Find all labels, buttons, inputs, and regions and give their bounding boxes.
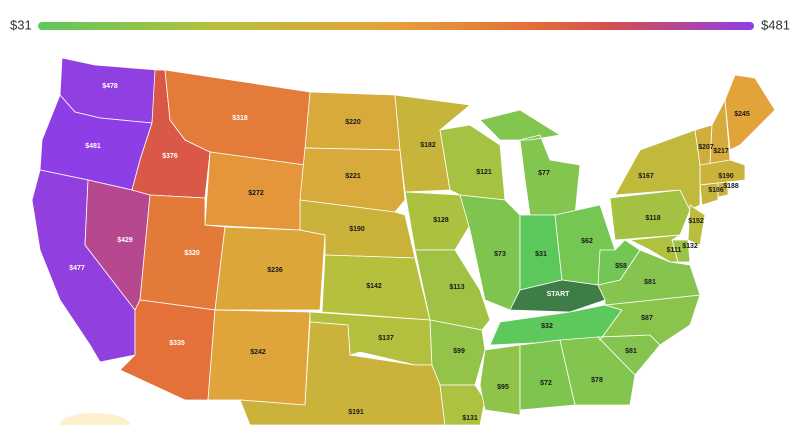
state-label: $320 — [184, 250, 200, 257]
state-label: $221 — [345, 173, 361, 180]
state-label: $77 — [538, 170, 550, 177]
state — [724, 74, 776, 151]
state-label: START — [547, 291, 571, 298]
state-label: $128 — [433, 217, 449, 224]
state — [597, 294, 701, 346]
state-label: $78 — [591, 377, 603, 384]
state — [699, 182, 719, 206]
state-label: $81 — [644, 279, 656, 286]
state-label: $113 — [449, 284, 464, 291]
state-label: $142 — [366, 283, 382, 290]
state-label: $182 — [420, 142, 436, 149]
state-label: $245 — [734, 111, 750, 118]
state-label: $95 — [497, 384, 509, 391]
state — [479, 344, 521, 416]
state-label: $481 — [85, 143, 101, 150]
state-label: $131 — [462, 415, 478, 422]
state — [214, 226, 326, 311]
mexico-hint — [60, 413, 130, 425]
state-label: $118 — [645, 215, 660, 222]
state — [479, 109, 581, 216]
state-label: $272 — [248, 190, 264, 197]
state-label: $152 — [688, 218, 704, 225]
state-label: $318 — [232, 115, 248, 122]
state-label: $236 — [267, 267, 283, 274]
state — [699, 159, 746, 186]
state — [299, 147, 406, 213]
legend-bar — [38, 22, 754, 30]
state-label: $121 — [476, 169, 492, 176]
state-label: $32 — [541, 323, 553, 330]
state-label: $478 — [102, 83, 118, 90]
state-label: $137 — [378, 335, 394, 342]
state-label: $376 — [162, 153, 178, 160]
state-label: $73 — [494, 251, 506, 258]
state-label: $191 — [348, 409, 364, 416]
state-label: $207 — [698, 144, 714, 151]
state — [404, 191, 471, 251]
state-label: $58 — [615, 263, 627, 270]
state — [439, 124, 506, 201]
state-label: $188 — [723, 183, 739, 190]
state-label: $99 — [453, 348, 465, 355]
state-label: $87 — [641, 315, 653, 322]
state-label: $477 — [69, 265, 85, 272]
state-label: $335 — [169, 340, 185, 347]
state — [207, 309, 311, 406]
state — [687, 204, 706, 246]
state-label: $72 — [540, 380, 552, 387]
state-label: $132 — [682, 243, 698, 250]
legend-max: $481 — [761, 17, 790, 32]
state — [717, 181, 729, 198]
state — [559, 336, 636, 406]
state-label: $217 — [713, 148, 729, 155]
state-label: $220 — [345, 119, 361, 126]
state-label: $190 — [349, 226, 365, 233]
state-label: $31 — [535, 251, 547, 258]
state — [597, 239, 641, 286]
state-label: $111 — [667, 247, 682, 254]
state-label: $81 — [625, 348, 637, 355]
state-label: $167 — [638, 173, 654, 180]
state-label: $62 — [581, 238, 593, 245]
legend-min: $31 — [10, 17, 32, 32]
state — [628, 234, 681, 263]
state-label: $186 — [708, 187, 724, 194]
state-label: $190 — [718, 173, 734, 180]
state — [609, 189, 691, 241]
state-label: $242 — [250, 349, 266, 356]
state-label: $429 — [117, 237, 133, 244]
state — [439, 384, 486, 425]
